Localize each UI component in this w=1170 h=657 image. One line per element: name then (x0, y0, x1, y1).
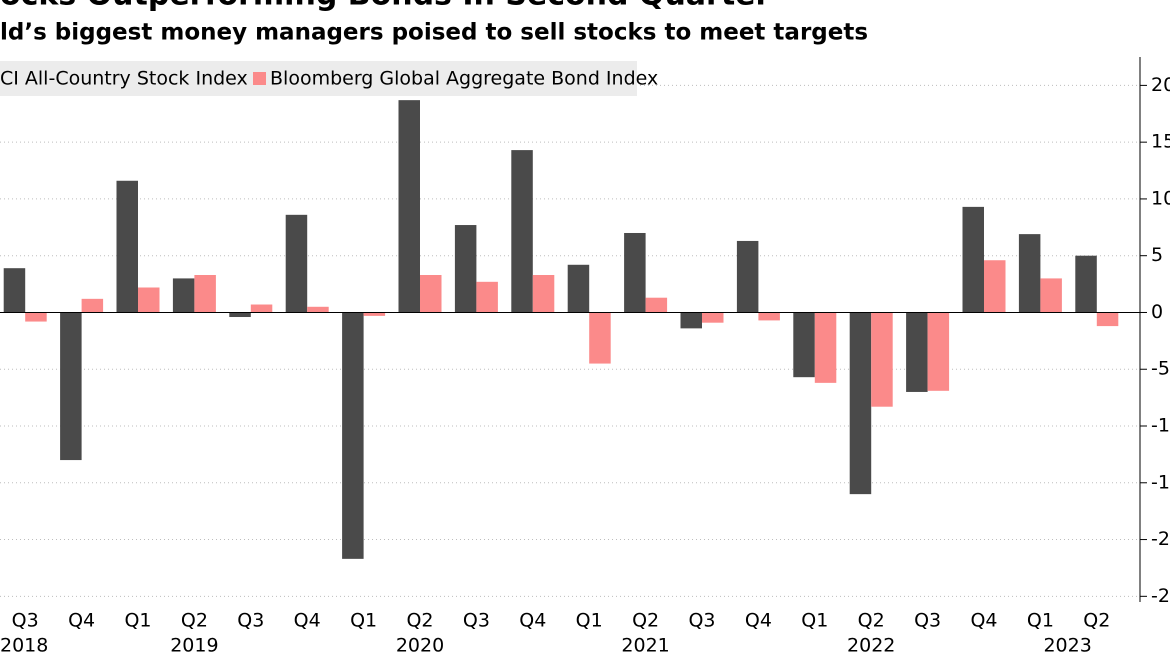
bar (229, 312, 251, 318)
bar (25, 312, 47, 322)
bar (285, 214, 308, 313)
x-tick-label: Q3 (914, 610, 941, 632)
bar (172, 278, 195, 313)
bar (363, 312, 386, 316)
bar (398, 100, 420, 313)
legend-box (0, 61, 637, 96)
bar (476, 281, 498, 313)
x-tick-label: Q4 (970, 610, 997, 632)
x-tick-label: Q2 (632, 610, 659, 632)
x-year-label: 2023 (1043, 635, 1091, 657)
bar (589, 312, 611, 364)
x-tick-label: Q2 (406, 610, 433, 632)
bar (138, 287, 160, 313)
y-tick-label: -2 (1151, 528, 1170, 550)
legend-label: Bloomberg Global Aggregate Bond Index (270, 68, 658, 90)
x-tick-label: Q2 (858, 610, 885, 632)
bar (624, 232, 646, 313)
bar (116, 180, 138, 313)
x-tick-label: Q4 (745, 610, 772, 632)
bar (60, 312, 82, 461)
chart-title: ocks Outperforming Bonds In Second Quart… (0, 0, 771, 13)
chart-subtitle: ld’s biggest money managers poised to se… (0, 20, 868, 46)
legend-swatch (253, 72, 266, 85)
bar (680, 312, 702, 329)
bar (532, 275, 555, 313)
x-tick-label: Q1 (801, 610, 828, 632)
bar (342, 312, 364, 559)
bar (1075, 255, 1097, 313)
bar (307, 306, 329, 313)
bar (702, 312, 724, 323)
x-tick-label: Q3 (237, 610, 264, 632)
x-year-label: 2021 (621, 635, 669, 657)
y-tick-label: 0 (1151, 301, 1163, 323)
bar (645, 297, 668, 313)
x-year-label: 2020 (396, 635, 444, 657)
bar (814, 312, 837, 383)
bar (454, 225, 477, 313)
x-tick-label: Q2 (181, 610, 208, 632)
x-year-label: 2018 (0, 635, 48, 657)
bar (927, 312, 950, 391)
x-tick-label: Q1 (124, 610, 151, 632)
y-tick-label: -1 (1151, 471, 1170, 493)
bar (758, 312, 780, 321)
legend-label: CI All-Country Stock Index (0, 68, 248, 90)
y-tick-label: 15 (1151, 131, 1170, 153)
bar (1018, 234, 1041, 313)
x-tick-label: Q1 (1027, 610, 1054, 632)
y-tick-label: -2 (1151, 585, 1170, 607)
y-tick-label: 10 (1151, 187, 1170, 209)
x-tick-label: Q4 (519, 610, 546, 632)
x-year-label: 2022 (847, 635, 895, 657)
bar (567, 264, 590, 313)
bar (1040, 278, 1062, 313)
x-tick-label: Q1 (350, 610, 377, 632)
bar (871, 312, 893, 407)
bar (962, 206, 984, 313)
x-tick-label: Q3 (688, 610, 715, 632)
x-tick-label: Q3 (12, 610, 39, 632)
bar (906, 312, 928, 392)
bar (736, 240, 759, 313)
bar (849, 312, 872, 495)
bar (420, 275, 442, 313)
y-tick-label: -1 (1151, 415, 1170, 437)
bar (81, 298, 104, 313)
x-year-label: 2019 (170, 635, 218, 657)
bar (793, 312, 815, 378)
x-tick-label: Q3 (463, 610, 490, 632)
y-tick-label: 5 (1151, 244, 1163, 266)
y-tick-label: -5 (1151, 358, 1170, 380)
x-tick-label: Q2 (1083, 610, 1110, 632)
x-tick-label: Q1 (576, 610, 603, 632)
y-tick-label: 20 (1151, 74, 1170, 96)
x-tick-label: Q4 (294, 610, 321, 632)
bar (984, 260, 1006, 313)
bar (1096, 312, 1119, 327)
bar (250, 304, 273, 313)
bar (194, 275, 216, 313)
bar (511, 150, 533, 313)
x-tick-label: Q4 (68, 610, 95, 632)
bar (3, 268, 26, 313)
